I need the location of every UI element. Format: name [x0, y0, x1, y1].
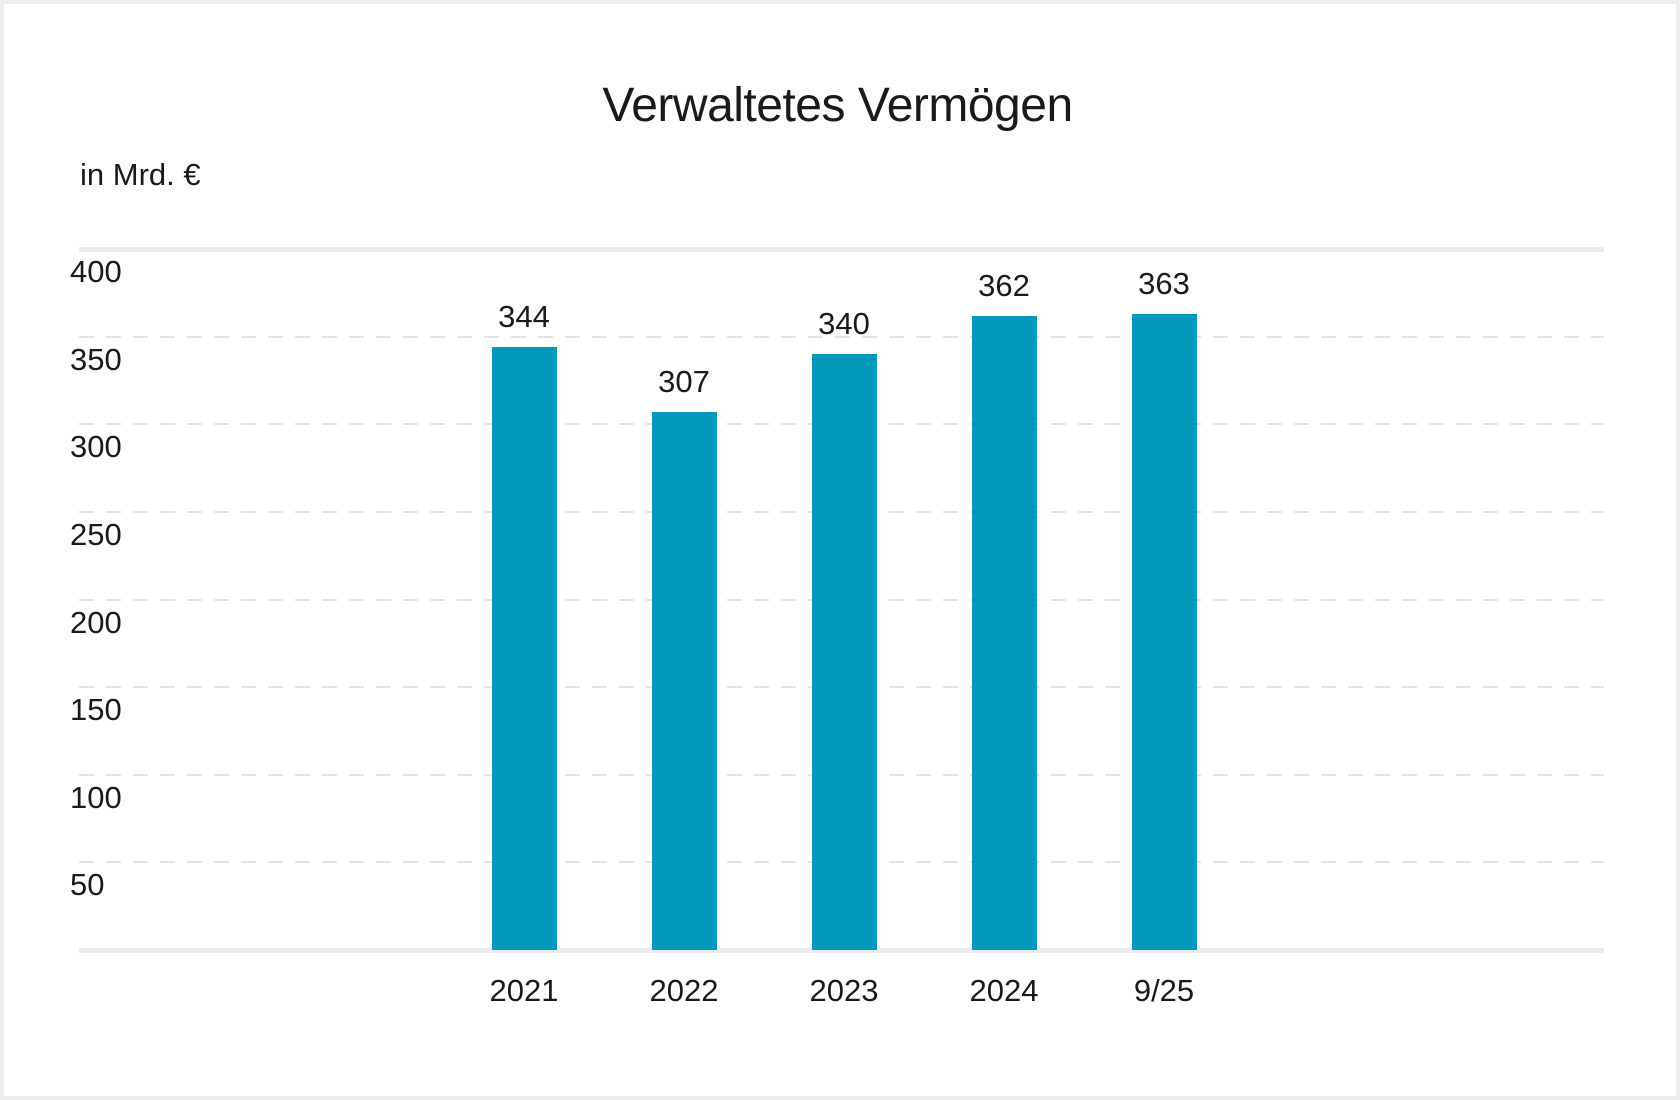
- bar-9/25: [1131, 313, 1197, 950]
- y-tick-label: 300: [70, 429, 122, 465]
- y-tick-label: 100: [70, 779, 122, 815]
- bar-2023: [811, 354, 877, 950]
- chart-title: Verwaltetes Vermögen: [602, 79, 1073, 132]
- y-tick-label: 200: [70, 604, 122, 640]
- x-tick-label: 2024: [969, 973, 1039, 1008]
- x-tick-label: 2023: [809, 973, 879, 1008]
- x-tick-label: 2021: [489, 973, 559, 1008]
- bar-2024: [971, 315, 1037, 950]
- chart-card: Verwaltetes Vermögen in Mrd. € 400 350 300…: [4, 4, 1676, 1096]
- bar-value-label: 344: [498, 299, 550, 335]
- bar-value-label: 363: [1138, 265, 1190, 301]
- y-tick-label: 150: [70, 692, 122, 728]
- gridline-400: [79, 247, 1604, 252]
- bar-2022: [651, 411, 717, 950]
- y-tick-label: 250: [70, 516, 122, 552]
- y-tick-label: 400: [70, 254, 122, 289]
- x-tick-label: 2022: [649, 973, 719, 1008]
- y-tick-label: 50: [70, 867, 105, 903]
- bar-value-label: 340: [818, 306, 870, 342]
- chart-stage: 400 350 300 250 200 150 100 50 344 2021 307 2022 340…: [4, 4, 1676, 1096]
- y-axis-unit-label: in Mrd. €: [80, 157, 201, 192]
- gridline-350: [79, 335, 1604, 338]
- x-axis-line: [79, 948, 1604, 953]
- bar-value-label: 307: [658, 363, 710, 399]
- bar-2021: [491, 347, 557, 950]
- x-tick-label: 9/25: [1133, 973, 1195, 1008]
- bar-value-label: 362: [978, 267, 1030, 303]
- y-tick-label: 350: [70, 341, 122, 377]
